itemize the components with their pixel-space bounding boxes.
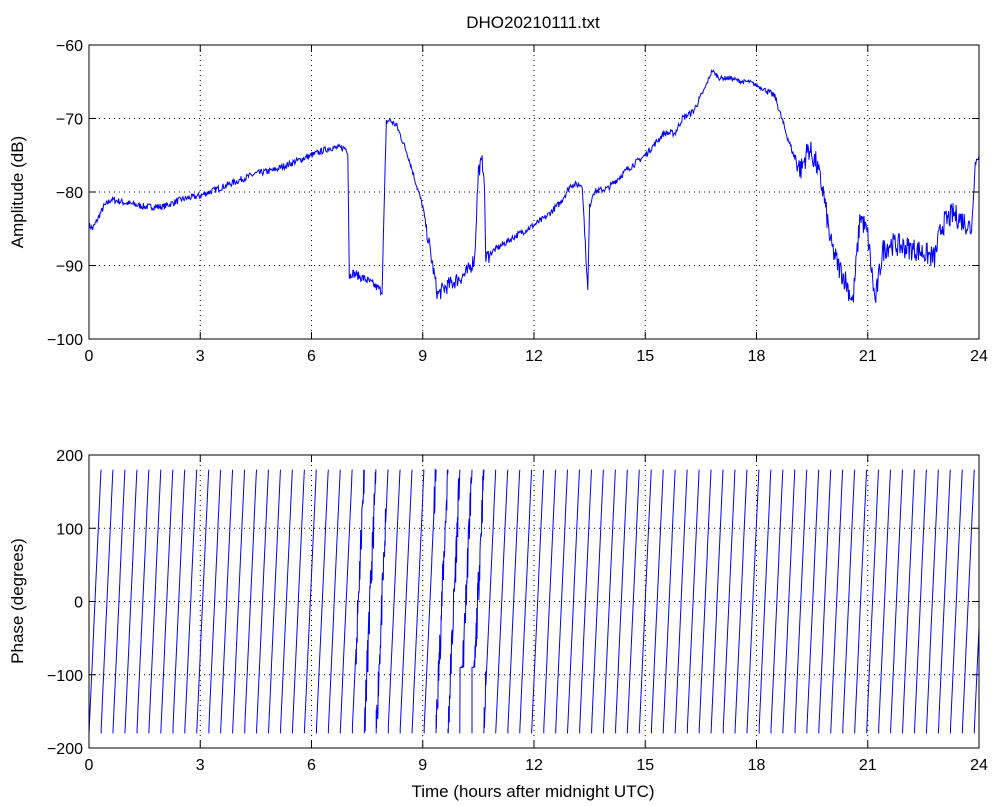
amplitude-x-tick-label: 12 (525, 348, 543, 365)
phase-x-tick-label: 6 (307, 757, 316, 774)
amplitude-y-axis-label: Amplitude (dB) (8, 136, 27, 248)
amplitude-x-tick-label: 6 (307, 348, 316, 365)
amplitude-y-tick-label: −90 (56, 259, 83, 276)
amplitude-x-tick-label: 0 (85, 348, 94, 365)
phase-x-tick-label: 9 (418, 757, 427, 774)
amplitude-x-tick-label: 24 (970, 348, 988, 365)
phase-series (88, 468, 980, 734)
phase-series-line (88, 468, 980, 734)
amplitude-y-tick-label: −100 (47, 332, 83, 349)
phase-y-tick-label: 0 (74, 595, 83, 612)
phase-x-tick-label: 15 (636, 757, 654, 774)
chart-title: DHO20210111.txt (466, 13, 600, 32)
amplitude-x-tick-label: 15 (636, 348, 654, 365)
amplitude-x-tick-label: 18 (748, 348, 766, 365)
phase-x-tick-label: 18 (748, 757, 766, 774)
amplitude-series-line (88, 68, 980, 303)
amplitude-y-tick-label: −60 (56, 38, 83, 55)
phase-x-tick-label: 21 (859, 757, 877, 774)
phase-axes: 0 3 6 9 12 15 18 21 24 −200 −100 0 100 200 Phase (deg… (8, 448, 988, 801)
phase-y-axis-label: Phase (degrees) (8, 538, 27, 664)
phase-x-tick-label: 12 (525, 757, 543, 774)
amplitude-series (88, 68, 980, 303)
amplitude-grid (89, 45, 979, 339)
amplitude-x-tick-label: 21 (859, 348, 877, 365)
phase-y-tick-label: 100 (56, 521, 83, 538)
amplitude-x-tick-label: 9 (418, 348, 427, 365)
amplitude-axes: 0 3 6 9 12 15 18 21 24 −100 −90 −80 −70 −60 Amplitude… (8, 38, 988, 365)
phase-x-tick-label: 0 (85, 757, 94, 774)
x-axis-label: Time (hours after midnight UTC) (411, 782, 654, 801)
phase-y-tick-label: 200 (56, 448, 83, 465)
phase-ticks: 0 3 6 9 12 15 18 21 24 −200 −100 0 100 200 (47, 448, 988, 774)
phase-x-tick-label: 3 (196, 757, 205, 774)
phase-grid (89, 455, 979, 748)
amplitude-ticks: 0 3 6 9 12 15 18 21 24 −100 −90 −80 −70 −60 (47, 38, 988, 365)
amplitude-y-tick-label: −80 (56, 185, 83, 202)
amplitude-x-tick-label: 3 (196, 348, 205, 365)
phase-x-tick-label: 24 (970, 757, 988, 774)
phase-y-tick-label: −100 (47, 668, 83, 685)
amplitude-y-tick-label: −70 (56, 112, 83, 129)
phase-y-tick-label: −200 (47, 741, 83, 758)
